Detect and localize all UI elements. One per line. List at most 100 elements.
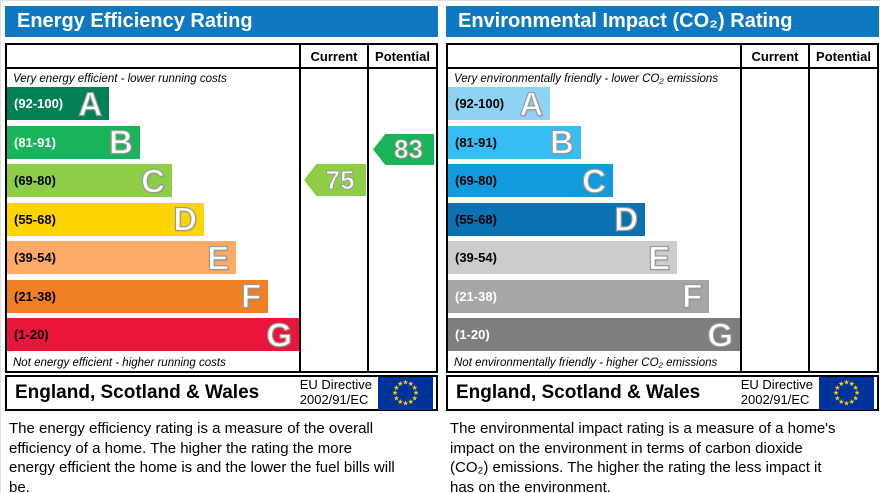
environment-rating-chart: Current Potential Very environmentally f… — [446, 43, 879, 373]
band-letter: F — [682, 277, 703, 315]
environment-bands: (92-100) A (81-91) B (69-80) C (55-68) D (39-54)… — [448, 85, 740, 353]
band-range-label: (1-20) — [14, 327, 49, 342]
band-range-label: (92-100) — [455, 96, 505, 111]
svg-text:★: ★ — [411, 394, 417, 402]
energy-rating-chart: Current Potential Very energy efficient … — [5, 43, 438, 373]
svg-text:★: ★ — [402, 399, 408, 407]
environment-description-text: The environmental impact rating is a mea… — [450, 420, 836, 493]
band-row-B: (81-91) B — [7, 123, 140, 161]
energy-bands: (92-100) A (81-91) B (69-80) C (55-68) D (39-54)… — [7, 85, 299, 352]
band-range-label: (21-38) — [455, 288, 497, 304]
band-range-label: (55-68) — [455, 211, 497, 227]
svg-text:★: ★ — [852, 383, 858, 391]
energy-current-rating-arrow: 75 — [304, 164, 366, 196]
energy-potential-column-header: Potential — [367, 45, 436, 69]
svg-text:★: ★ — [849, 379, 855, 387]
environment-top-caption: Very environmentally friendly - lower CO… — [454, 73, 719, 85]
band-letter: C — [141, 162, 166, 199]
svg-text:★: ★ — [843, 399, 849, 407]
environment-eu-directive-label: EU Directive 2002/91/EC — [740, 377, 813, 407]
band-range-label: (1-20) — [455, 327, 490, 342]
energy-description-text: The energy efficiency rating is a measur… — [9, 420, 395, 493]
svg-text:★: ★ — [393, 394, 399, 402]
band-letter: C — [582, 162, 607, 199]
band-row-D: (55-68) D — [448, 202, 646, 236]
energy-potential-column — [367, 69, 436, 371]
environment-header-blank-cell — [448, 45, 740, 69]
energy-bottom-caption: Not energy efficient - higher running co… — [13, 357, 226, 369]
energy-current-column-header: Current — [299, 45, 367, 69]
environmental-impact-panel: Environmental Impact (CO₂) Rating Curren… — [446, 6, 879, 493]
band-row-G: (1-20) G — [7, 317, 299, 352]
band-row-E: (39-54) E — [448, 239, 678, 276]
environment-current-column-header: Current — [740, 45, 808, 69]
band-letter: G — [707, 316, 734, 353]
environment-footer: England, Scotland & Wales EU Directive 20… — [446, 375, 879, 411]
energy-region-label: England, Scotland & Wales — [15, 382, 260, 403]
svg-text:★: ★ — [408, 398, 414, 406]
svg-text:★: ★ — [838, 398, 844, 406]
band-range-label: (39-54) — [14, 250, 56, 265]
band-letter: B — [549, 123, 574, 161]
band-range-label: (92-100) — [14, 96, 64, 111]
svg-text:★: ★ — [843, 378, 849, 386]
energy-header-blank-cell — [7, 45, 299, 69]
band-row-F: (21-38) F — [7, 277, 269, 315]
band-range-label: (21-38) — [14, 288, 56, 304]
svg-text:★: ★ — [834, 383, 840, 391]
svg-text:★: ★ — [402, 378, 408, 386]
energy-top-caption: Very energy efficient - lower running co… — [13, 73, 227, 85]
energy-current-column — [299, 69, 367, 371]
environment-potential-column — [808, 69, 877, 371]
energy-current-rating-value: 75 — [325, 164, 355, 195]
energy-panel-title: Energy Efficiency Rating — [5, 6, 438, 37]
svg-text:★: ★ — [397, 398, 403, 406]
band-letter: A — [78, 85, 103, 122]
environment-panel-title: Environmental Impact (CO₂) Rating — [446, 6, 879, 37]
band-range-label: (69-80) — [455, 173, 497, 188]
svg-text:★: ★ — [833, 389, 839, 397]
band-range-label: (39-54) — [455, 250, 497, 265]
band-row-D: (55-68) D — [7, 200, 205, 238]
energy-potential-rating-arrow: 83 — [373, 134, 434, 165]
band-range-label: (81-91) — [14, 134, 56, 150]
band-row-B: (81-91) B — [448, 123, 581, 161]
band-letter: A — [519, 85, 544, 122]
energy-eu-directive-label: EU Directive 2002/91/EC — [299, 377, 372, 407]
svg-text:★: ★ — [397, 379, 403, 387]
band-range-label: (81-91) — [455, 134, 497, 150]
band-row-C: (69-80) C — [7, 162, 172, 199]
band-row-G: (1-20) G — [448, 316, 740, 353]
environment-potential-column-header: Potential — [808, 45, 877, 69]
band-row-A: (92-100) A — [7, 85, 110, 122]
energy-potential-rating-value: 83 — [394, 134, 424, 165]
energy-efficiency-panel: Energy Efficiency Rating Current Potenti… — [5, 6, 438, 493]
band-letter: E — [207, 239, 230, 276]
eu-flag-icon: ★★★★★★★★★★★★ — [378, 376, 433, 410]
band-row-E: (39-54) E — [7, 239, 237, 276]
svg-text:★: ★ — [392, 389, 398, 397]
energy-bands-area: Very energy efficient - lower running co… — [7, 69, 299, 371]
svg-text:★: ★ — [849, 398, 855, 406]
band-row-C: (69-80) C — [448, 162, 613, 199]
band-letter: B — [108, 123, 133, 161]
band-row-F: (21-38) F — [448, 277, 710, 315]
svg-text:★: ★ — [413, 389, 419, 397]
band-letter: D — [173, 200, 198, 238]
eu-flag-icon: ★★★★★★★★★★★★ — [819, 376, 874, 410]
band-letter: F — [241, 277, 262, 315]
band-letter: E — [648, 239, 671, 276]
environment-bands-area: Very environmentally friendly - lower CO… — [448, 69, 740, 371]
svg-text:★: ★ — [834, 394, 840, 402]
svg-text:★: ★ — [838, 379, 844, 387]
environment-region-label: England, Scotland & Wales — [456, 382, 701, 403]
svg-text:★: ★ — [852, 394, 858, 402]
svg-text:★: ★ — [393, 383, 399, 391]
band-range-label: (55-68) — [14, 211, 56, 227]
band-range-label: (69-80) — [14, 173, 56, 188]
band-row-A: (92-100) A — [448, 85, 551, 122]
environment-current-column — [740, 69, 808, 371]
svg-text:★: ★ — [854, 389, 860, 397]
environment-bottom-caption: Not environmentally friendly - higher CO… — [454, 357, 718, 369]
